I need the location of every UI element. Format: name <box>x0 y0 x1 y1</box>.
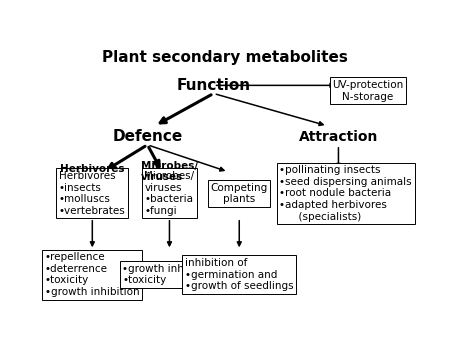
Text: Competing
plants: Competing plants <box>210 183 268 204</box>
Text: Defence: Defence <box>112 129 182 144</box>
Text: Herbivores: Herbivores <box>60 164 125 174</box>
Text: Herbivores
•insects
•molluscs
•vertebrates: Herbivores •insects •molluscs •vertebrat… <box>59 171 126 216</box>
Text: Attraction: Attraction <box>299 130 378 144</box>
Text: inhibition of
•germination and
•growth of seedlings: inhibition of •germination and •growth o… <box>185 258 293 291</box>
Text: Microbes/
viruses: Microbes/ viruses <box>141 160 198 182</box>
Text: •pollinating insects
•seed dispersing animals
•root nodule bacteria
•adapted her: •pollinating insects •seed dispersing an… <box>280 165 412 222</box>
Text: UV-protection
N-storage: UV-protection N-storage <box>332 80 403 101</box>
Text: •repellence
•deterrence
•toxicity
•growth inhibition: •repellence •deterrence •toxicity •growt… <box>45 252 140 297</box>
Text: Function: Function <box>176 78 251 93</box>
Text: Microbes/
viruses
•bacteria
•fungi: Microbes/ viruses •bacteria •fungi <box>145 171 194 216</box>
Text: Plant secondary metabolites: Plant secondary metabolites <box>101 50 347 65</box>
Text: •growth inhibition
•toxicity: •growth inhibition •toxicity <box>122 264 217 285</box>
